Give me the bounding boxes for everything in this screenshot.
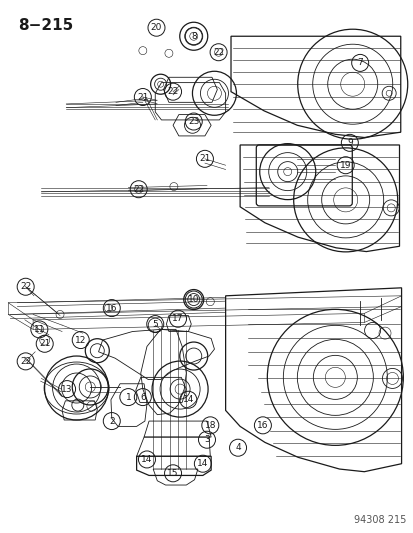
Text: 22: 22: [167, 87, 178, 96]
Text: 23: 23: [188, 117, 199, 126]
Text: 8−215: 8−215: [18, 18, 73, 33]
Text: 12: 12: [75, 336, 86, 344]
Text: 22: 22: [20, 282, 31, 291]
Text: 11: 11: [33, 325, 45, 334]
Text: 6: 6: [140, 393, 145, 401]
Text: 22: 22: [212, 48, 224, 56]
Text: 16: 16: [106, 304, 117, 312]
Text: 17: 17: [172, 314, 183, 323]
Text: 16: 16: [256, 421, 268, 430]
Text: 15: 15: [167, 469, 178, 478]
Text: 5: 5: [152, 320, 158, 328]
Text: 14: 14: [197, 459, 208, 468]
Text: 14: 14: [182, 395, 194, 404]
Text: 13: 13: [61, 385, 73, 393]
Text: 21: 21: [39, 340, 50, 348]
Text: 20: 20: [150, 23, 162, 32]
Text: 18: 18: [204, 421, 216, 430]
Text: 21: 21: [137, 93, 148, 101]
Text: 8: 8: [190, 32, 196, 41]
Text: 2: 2: [109, 417, 114, 425]
Text: 19: 19: [339, 161, 351, 169]
Text: 10: 10: [188, 295, 199, 304]
Text: 21: 21: [199, 155, 210, 163]
Text: 22: 22: [20, 357, 31, 366]
Text: 22: 22: [133, 185, 144, 193]
Text: 4: 4: [235, 443, 240, 452]
Text: 14: 14: [141, 455, 152, 464]
Text: 1: 1: [125, 393, 131, 401]
Text: 94308 215: 94308 215: [353, 515, 405, 525]
Text: 3: 3: [204, 435, 209, 444]
Text: 7: 7: [356, 59, 362, 67]
Text: 9: 9: [346, 139, 352, 147]
